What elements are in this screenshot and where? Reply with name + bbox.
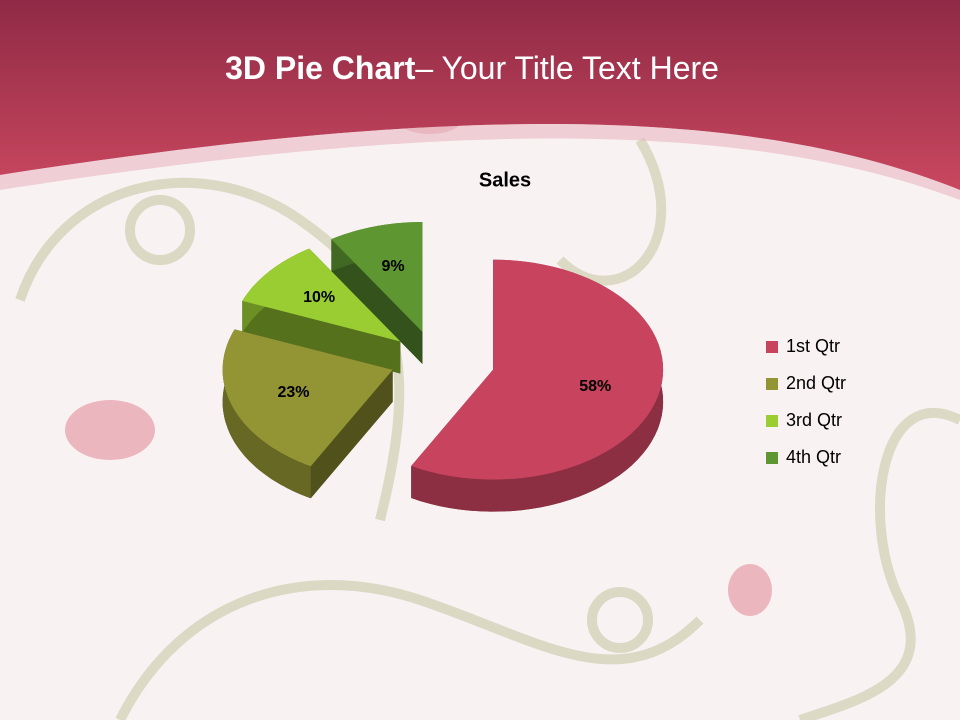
- floral-decoration: [15, 137, 960, 725]
- legend-swatch: [766, 341, 778, 353]
- chart-title: Sales: [479, 169, 531, 191]
- slice-side: [242, 300, 401, 374]
- slice: [242, 248, 401, 342]
- legend-label: 2nd Qtr: [786, 373, 846, 393]
- slice-wall: [222, 329, 311, 499]
- legend-label: 4th Qtr: [786, 447, 841, 467]
- slide-title-rest: – Your Title Text Here: [415, 50, 719, 86]
- data-label: 10%: [303, 289, 335, 306]
- slice: [411, 259, 664, 480]
- legend-swatch: [766, 452, 778, 464]
- legend-label: 1st Qtr: [786, 336, 840, 356]
- data-label: 9%: [381, 258, 404, 275]
- legend: 1st Qtr 2nd Qtr 3rd Qtr 4th Qtr: [766, 336, 846, 467]
- slice-wall: [411, 259, 664, 512]
- data-label: 23%: [277, 384, 309, 401]
- slice-side: [331, 239, 423, 365]
- data-label: 58%: [579, 378, 611, 395]
- slide-title-bold: 3D Pie Chart: [225, 50, 416, 86]
- legend-label: 3rd Qtr: [786, 410, 842, 430]
- slice: [222, 329, 393, 467]
- header-swoosh: [0, 123, 960, 200]
- slice: [331, 222, 423, 333]
- slide-title: 3D Pie Chart– Your Title Text Here: [225, 50, 719, 86]
- legend-swatch: [766, 415, 778, 427]
- header-band: [0, 0, 960, 190]
- pie: 9% 10% 58% 23%: [222, 222, 664, 512]
- legend-swatch: [766, 378, 778, 390]
- slice-side: [310, 369, 393, 499]
